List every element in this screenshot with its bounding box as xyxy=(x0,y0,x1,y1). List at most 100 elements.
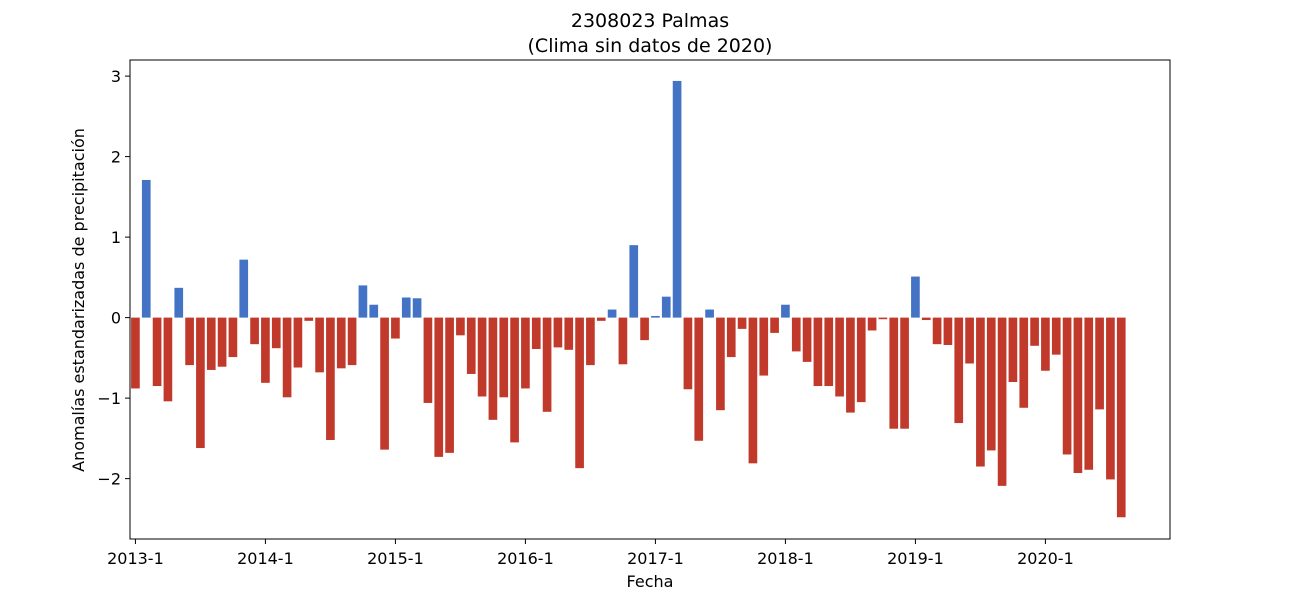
bar xyxy=(889,317,899,429)
bar xyxy=(791,317,801,352)
bar xyxy=(748,317,758,464)
bar xyxy=(412,298,422,318)
bar xyxy=(1073,317,1083,473)
bar xyxy=(358,285,368,318)
bar xyxy=(141,179,151,318)
x-tick-label: 2013-1 xyxy=(107,549,164,568)
bar xyxy=(326,317,335,440)
bar xyxy=(250,317,259,345)
bar xyxy=(824,317,834,387)
bar xyxy=(846,317,855,413)
bar xyxy=(607,309,617,318)
bar xyxy=(976,317,985,467)
y-axis-label: Anomalías estandarizadas de precipitació… xyxy=(69,128,88,472)
bar xyxy=(282,317,292,398)
bar xyxy=(1116,317,1126,518)
bar xyxy=(315,317,324,373)
bar xyxy=(661,296,671,318)
bar xyxy=(921,317,931,321)
bar xyxy=(499,317,509,398)
bar xyxy=(986,317,996,451)
chart-subtitle: (Clima sin datos de 2020) xyxy=(528,35,773,57)
bar xyxy=(456,317,465,336)
bar xyxy=(802,317,812,362)
bar xyxy=(586,317,595,366)
bar xyxy=(152,317,162,387)
y-tick-label: 0 xyxy=(111,309,121,328)
bar xyxy=(185,317,194,366)
bar xyxy=(466,317,476,374)
y-tick-label: 3 xyxy=(111,67,121,86)
bar xyxy=(391,317,400,339)
y-tick-label: −1 xyxy=(97,389,121,408)
bar xyxy=(1051,317,1061,355)
bar xyxy=(293,317,303,368)
bar xyxy=(564,317,574,350)
bar xyxy=(401,297,411,318)
bar xyxy=(575,317,584,469)
bar xyxy=(380,317,389,450)
chart-title: 2308023 Palmas xyxy=(571,10,729,32)
bar xyxy=(1084,317,1094,470)
x-axis: 2013-1 2014-1 2015-1 2016-1 2017-1 2018-1 2019… xyxy=(107,539,1074,568)
bar xyxy=(521,317,530,389)
y-tick-label: 1 xyxy=(111,228,121,247)
bar xyxy=(651,316,660,318)
x-tick-label: 2019-1 xyxy=(887,549,944,568)
y-axis: −2 −1 0 1 2 3 xyxy=(97,67,130,489)
bar xyxy=(900,317,909,429)
bar xyxy=(759,317,769,376)
bar xyxy=(1030,317,1039,346)
bar xyxy=(131,317,140,389)
bar xyxy=(770,317,779,333)
x-tick-label: 2017-1 xyxy=(627,549,684,568)
bar xyxy=(542,317,552,412)
bar xyxy=(228,317,238,358)
bar xyxy=(835,317,844,397)
bar xyxy=(261,317,270,383)
bar xyxy=(1008,317,1018,383)
bar xyxy=(965,317,974,364)
bar xyxy=(726,317,736,358)
x-axis-label: Fecha xyxy=(627,572,674,591)
bar xyxy=(477,317,487,397)
bar xyxy=(336,317,346,369)
bar xyxy=(932,317,942,345)
x-tick-label: 2015-1 xyxy=(367,549,424,568)
bar xyxy=(911,276,920,318)
bar xyxy=(596,317,606,321)
bar xyxy=(1041,317,1050,371)
bar xyxy=(1062,317,1072,455)
bar xyxy=(705,309,714,318)
bar xyxy=(434,317,444,457)
bar xyxy=(553,317,563,348)
bar xyxy=(445,317,454,453)
bar xyxy=(510,317,519,443)
bar xyxy=(618,317,628,365)
bar xyxy=(737,317,747,329)
bar xyxy=(206,317,216,370)
bars-group xyxy=(131,80,1126,518)
bar xyxy=(163,317,173,402)
x-tick-label: 2016-1 xyxy=(497,549,554,568)
bar xyxy=(867,317,877,331)
bar xyxy=(954,317,964,424)
bar xyxy=(347,317,357,366)
bar xyxy=(813,317,823,387)
bar xyxy=(781,304,790,318)
bar xyxy=(640,317,649,341)
bar xyxy=(856,317,866,403)
bar xyxy=(423,317,433,403)
bar xyxy=(531,317,541,350)
x-tick-label: 2018-1 xyxy=(757,549,814,568)
bar xyxy=(694,317,704,441)
bar xyxy=(878,317,888,320)
bar xyxy=(629,245,639,318)
bar xyxy=(488,317,498,420)
x-tick-label: 2020-1 xyxy=(1017,549,1074,568)
bar xyxy=(672,80,682,318)
bar xyxy=(174,287,184,318)
bar xyxy=(239,259,249,318)
bar xyxy=(716,317,725,411)
